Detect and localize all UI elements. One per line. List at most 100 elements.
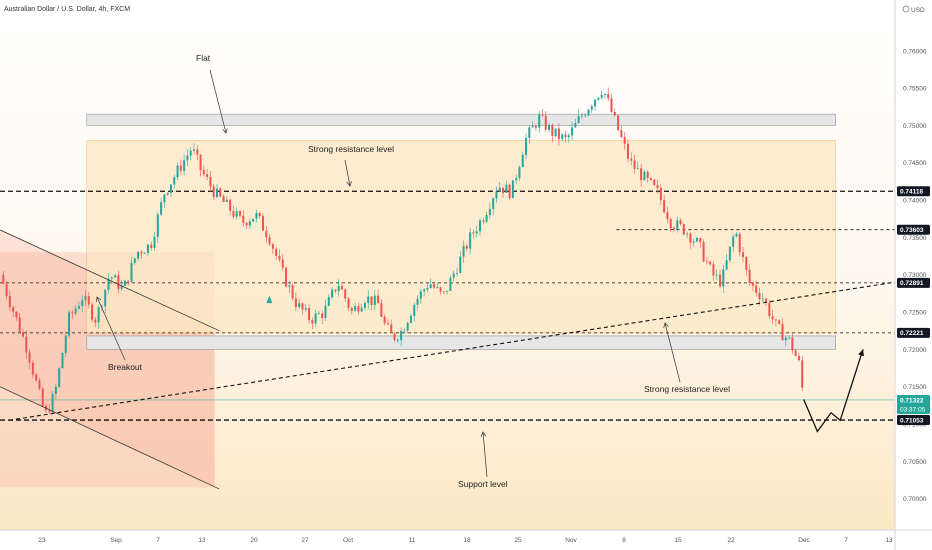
candle [340,282,343,290]
candle [515,174,518,185]
candle [587,108,590,117]
candle-body [620,130,623,138]
candle-body [597,97,600,100]
candle-body [146,244,149,254]
x-tick-label: 23 [38,537,46,544]
candle [781,318,784,341]
currency-label[interactable]: USD [911,7,925,14]
candle-body [400,330,403,340]
candle [751,281,754,292]
candle [653,178,656,186]
candle-body [169,184,172,193]
candle-body [308,308,311,321]
candle-body [475,231,478,234]
candle-body [114,275,117,278]
price-tag-label: 0.73603 [900,227,924,234]
candle-body [317,313,320,315]
candle [127,280,130,286]
candle-body [255,212,258,219]
candle-body [574,122,577,128]
candle-body [166,192,169,195]
candle-body [370,296,373,305]
candle-body [758,292,761,300]
candle-body [396,339,399,341]
candle-body [788,337,791,339]
candle-body [54,386,57,394]
candle-body [94,319,97,323]
candle-body [38,380,41,389]
candle-body [239,211,242,216]
candle [758,287,761,306]
candle [597,97,600,101]
candle [54,384,57,400]
candle [140,249,143,259]
candle [676,216,679,233]
candle-body [689,233,692,243]
candle [176,162,179,181]
candle-body [215,188,218,198]
candle [28,349,31,370]
candle [61,352,64,369]
candle [607,87,610,102]
candle-body [482,220,485,222]
candle-body [232,211,235,217]
candle [623,132,626,150]
annotation-label-0: Flat [196,53,211,63]
candle-body [413,304,416,316]
candle-body [18,317,21,333]
candle-body [626,143,629,159]
candle-body [732,236,735,247]
candle-body [781,323,784,341]
candle-body [360,307,363,312]
price-tag [897,415,930,426]
candle-body [590,106,593,110]
range-box [86,140,836,334]
candle-body [321,313,324,318]
candle-body [245,222,248,226]
candle-body [485,214,488,222]
candle-body [518,167,521,179]
candle-body [153,236,156,249]
candle [8,290,11,312]
candle [239,210,242,219]
candle [120,279,123,291]
candle-body [528,127,531,138]
candle-body [373,295,376,305]
candle [262,213,265,231]
candle-body [515,178,518,181]
candle [617,114,620,131]
x-tick-label: 27 [301,537,309,544]
candle-body [613,111,616,116]
candle [331,287,334,299]
candle-body [123,280,126,286]
x-tick-label: 22 [727,537,735,544]
candle [551,123,554,143]
candle [357,302,360,315]
candle-body [48,410,51,413]
candle [74,305,77,316]
candle [541,108,544,118]
candle [386,319,389,326]
candle [761,293,764,302]
candle-body [265,230,268,238]
candle-body [705,261,708,263]
candle-body [334,289,337,292]
candle-body [567,135,570,138]
candle-body [630,158,633,161]
candle [133,258,136,265]
candle [719,269,722,289]
candle [669,217,672,233]
candle [31,359,34,379]
candle [735,231,738,238]
candle-body [656,184,659,188]
candle [215,184,218,199]
candle [255,209,258,223]
candle-body [5,283,8,297]
candle [245,221,248,229]
candle [196,145,199,161]
candle-body [709,261,712,265]
candle-body [150,244,153,249]
candle [409,313,412,324]
annotation-arrow-1-head [346,181,352,187]
